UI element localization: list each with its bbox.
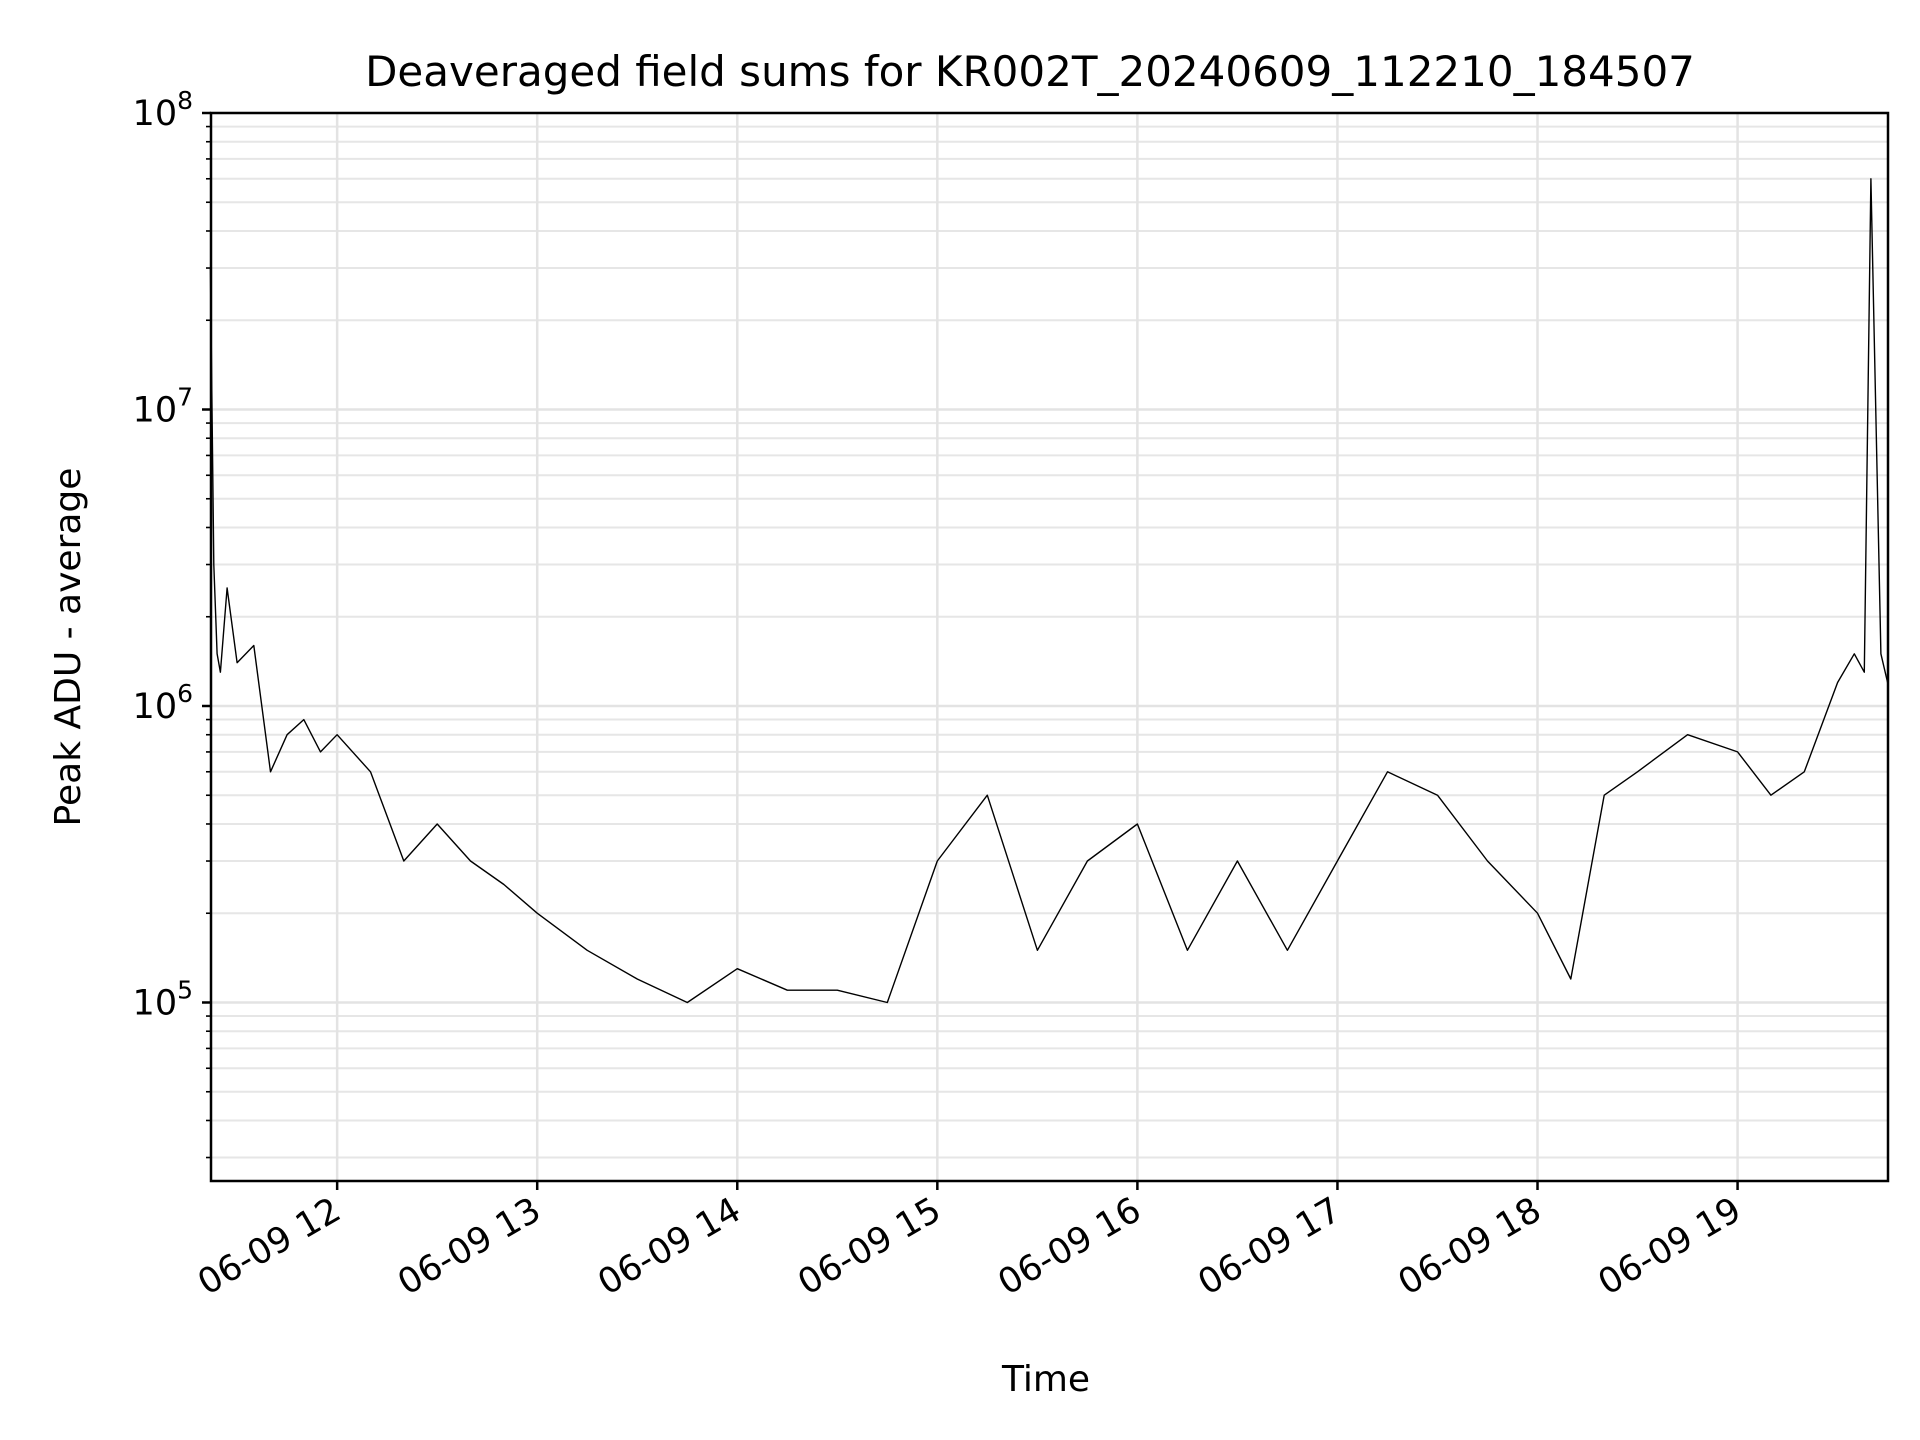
- x-tick-label: 06-09 15: [792, 1190, 948, 1303]
- x-tick-label: 06-09 12: [191, 1190, 347, 1303]
- y-tick-label: 106: [133, 679, 193, 727]
- y-tick-label: 108: [133, 86, 193, 134]
- series-line: [209, 178, 1889, 1004]
- chart-title: Deaveraged field sums for KR002T_2024060…: [365, 47, 1695, 96]
- y-axis-label: Peak ADU - average: [48, 468, 89, 827]
- plot-frame: [209, 111, 1890, 1183]
- x-tick-label: 06-09 17: [1192, 1190, 1348, 1303]
- x-tick-label: 06-09 14: [591, 1190, 747, 1303]
- x-tick-label: 06-09 16: [992, 1190, 1148, 1303]
- grid: [211, 111, 1888, 1181]
- series-group: [209, 178, 1889, 1004]
- x-tick-label: 06-09 18: [1392, 1190, 1548, 1303]
- y-tick-label: 107: [133, 382, 193, 430]
- y-axis: 105 106 107 108: [133, 86, 211, 1159]
- x-axis-label: Time: [1001, 1359, 1090, 1400]
- x-axis: 06-09 12 06-09 13 06-09 14 06-09 15 06-09 16…: [191, 1181, 1748, 1303]
- x-tick-label: 06-09 19: [1592, 1190, 1748, 1303]
- x-tick-label: 06-09 13: [391, 1190, 547, 1303]
- y-tick-label: 105: [133, 975, 193, 1023]
